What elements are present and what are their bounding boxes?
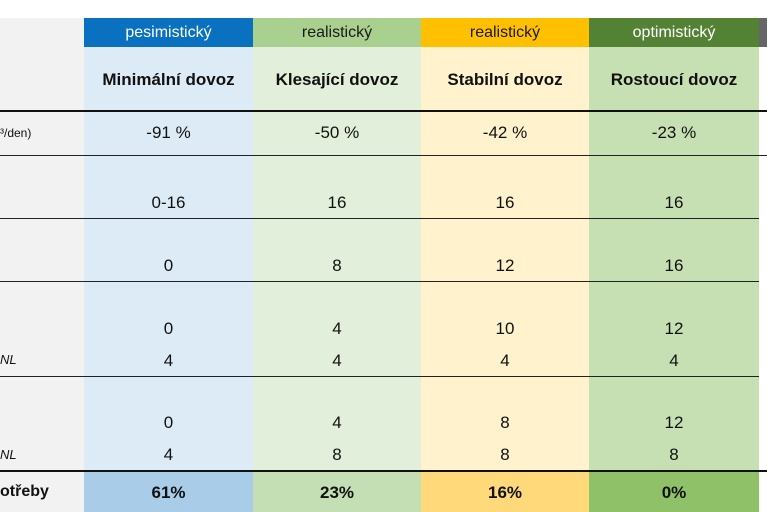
cell-r5b-c1: 4 [163,445,174,464]
cell-r4b-c2: 4 [332,351,342,370]
total-c3: 16% [487,483,523,502]
col-bg-1 [84,47,253,471]
cell-r3-c4: 16 [664,256,684,275]
scenario-tag-3: realistický [421,18,589,47]
cell-r4a-c2: 4 [332,319,342,338]
left-label-column [0,18,84,512]
row-label-5b: NL [0,447,17,462]
cell-r5b-c4: 8 [669,445,679,464]
cell-r5b-c2: 8 [332,445,342,464]
cell-r3-c2: 8 [332,256,342,275]
cell-r1-c1: -91 % [146,123,191,142]
row-rule-4 [0,376,759,377]
scenario-tag-4: optimistický [589,18,759,47]
header-rule [0,110,767,112]
scenario-name-3: Stabilní dovoz [447,70,563,89]
total-bg-4 [589,471,759,512]
cell-r5b-c3: 8 [500,445,510,464]
cell-r5a-c1: 0 [163,413,174,432]
cell-r2-c3: 16 [495,193,515,212]
row-label-1: ³/den) [0,126,32,140]
right-edge-strip [759,18,767,47]
cell-r2-c2: 16 [327,193,347,212]
col-bg-4 [589,47,759,471]
row-rule-1 [0,155,767,156]
col-bg-3 [421,47,589,471]
scenario-name-1: Minimální dovoz [102,70,235,89]
cell-r3-c1: 0 [163,256,174,275]
cell-r1-c2: -50 % [314,123,360,142]
total-bg-3 [421,471,589,512]
total-c2: 23% [319,483,355,502]
row-rule-2 [0,218,759,219]
total-bg-1 [84,471,253,512]
total-bg-2 [253,471,421,512]
cell-r1-c4: -23 % [651,123,697,142]
cell-r4b-c4: 4 [669,351,679,370]
cell-r2-c1: 0-16 [151,193,186,212]
scenario-tag-1: pesimistický [84,18,253,47]
total-rule [0,470,767,472]
cell-r4b-c1: 4 [163,351,174,370]
col-bg-2 [253,47,421,471]
scenario-tag-2: realistický [253,18,421,47]
cell-r2-c4: 16 [664,193,684,212]
cell-r5a-c2: 4 [332,413,342,432]
cell-r4a-c4: 12 [664,319,684,338]
cell-r1-c3: -42 % [482,123,528,142]
cell-r5a-c3: 8 [500,413,510,432]
row-label-total: otřeby [0,483,49,500]
cell-r3-c3: 12 [495,256,515,275]
cell-r4b-c3: 4 [500,351,510,370]
cell-r4a-c3: 10 [495,319,515,338]
scenario-name-2: Klesající dovoz [275,70,399,89]
cell-r4a-c1: 0 [163,319,174,338]
cell-r5a-c4: 12 [664,413,684,432]
scenario-name-4: Rostoucí dovoz [610,70,738,89]
row-label-4b: NL [0,352,17,367]
total-c1: 61% [151,483,186,502]
row-rule-3 [0,281,759,282]
total-c4: 0% [661,483,687,502]
